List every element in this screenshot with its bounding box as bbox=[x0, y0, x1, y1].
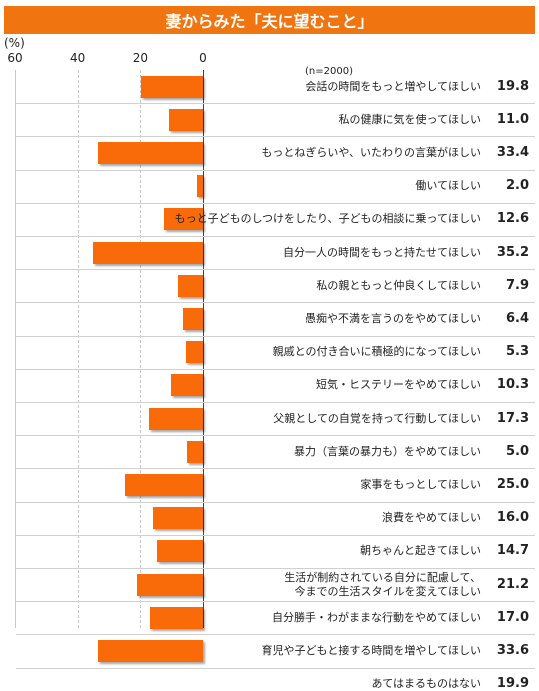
category-label: 自分一人の時間をもっと持たせてほしい bbox=[283, 245, 481, 259]
category-label: 暴力（言葉の暴力も）をやめてほしい bbox=[294, 444, 481, 458]
row-separator bbox=[16, 435, 535, 437]
bar bbox=[168, 108, 203, 131]
value-label: 16.0 bbox=[496, 510, 529, 526]
row-separator bbox=[16, 236, 535, 237]
bar bbox=[178, 274, 203, 297]
row-separator bbox=[16, 601, 535, 603]
row-separator bbox=[16, 202, 535, 204]
category-label: 会話の時間をもっと増やしてほしい bbox=[305, 79, 481, 93]
bar bbox=[149, 606, 203, 629]
value-label: 12.6 bbox=[496, 211, 529, 227]
category-label: もっとねぎらいや、いたわりの言葉がほしい bbox=[261, 146, 481, 159]
bar bbox=[148, 407, 203, 430]
bar bbox=[92, 241, 203, 264]
gridline bbox=[15, 70, 17, 628]
value-label: 35.2 bbox=[496, 244, 529, 260]
category-label: 父親としての自覚を持って行動してほしい bbox=[273, 411, 481, 425]
value-label: 5.3 bbox=[505, 344, 529, 360]
value-label: 17.3 bbox=[496, 410, 529, 426]
bar bbox=[156, 540, 203, 563]
bar bbox=[97, 640, 203, 662]
value-label: 19.9 bbox=[496, 676, 529, 691]
row-separator bbox=[16, 634, 535, 636]
bar bbox=[124, 474, 203, 496]
category-label: 愚痴や不満を言うのをやめてほしい bbox=[305, 312, 481, 325]
bar bbox=[140, 75, 203, 98]
bar bbox=[170, 374, 203, 397]
value-label: 10.3 bbox=[496, 377, 529, 393]
bar bbox=[187, 440, 203, 463]
value-label: 7.9 bbox=[505, 277, 529, 293]
x-tick-label: 60 bbox=[7, 51, 23, 65]
bar bbox=[182, 308, 203, 330]
unit-label: (%) bbox=[4, 36, 25, 50]
row-separator bbox=[16, 335, 535, 337]
row-separator bbox=[16, 402, 535, 403]
category-label: 朝ちゃんと起きてほしい bbox=[360, 544, 481, 558]
category-label: 家事をもっとしてほしい bbox=[360, 478, 481, 491]
x-tick-label: 40 bbox=[70, 51, 86, 65]
zero-axis-line bbox=[203, 70, 204, 628]
category-label: 短気・ヒステリーをやめてほしい bbox=[316, 378, 481, 392]
gridline bbox=[140, 70, 142, 628]
chart-title: 妻からみた「夫に望むこと」 bbox=[4, 6, 535, 34]
category-label: 親戚との付き合いに積極的になってほしい bbox=[272, 345, 481, 359]
row-separator bbox=[16, 568, 535, 569]
bar bbox=[186, 341, 203, 364]
category-label: 浪費をやめてほしい bbox=[382, 511, 481, 525]
row-separator bbox=[16, 534, 535, 536]
x-tick-label: 0 bbox=[199, 51, 207, 65]
row-separator bbox=[16, 302, 535, 304]
category-label: 自分勝手・わがままな行動をやめてほしい bbox=[272, 610, 481, 624]
row-separator bbox=[16, 468, 535, 470]
row-separator bbox=[16, 501, 535, 503]
bar bbox=[98, 142, 203, 164]
category-label: あてはまるものはない bbox=[371, 677, 481, 691]
x-tick-label: 20 bbox=[132, 51, 148, 65]
value-label: 5.0 bbox=[505, 443, 529, 459]
category-label: 育児や子どもと接する時間を増やしてほしい bbox=[261, 644, 481, 657]
bar bbox=[152, 507, 203, 530]
value-label: 25.0 bbox=[496, 477, 529, 492]
bar bbox=[163, 208, 203, 231]
category-label: 働いてほしい bbox=[415, 179, 481, 193]
row-separator bbox=[16, 103, 535, 105]
value-label: 2.0 bbox=[505, 178, 529, 194]
category-label: 私の健康に気を使ってほしい bbox=[338, 112, 481, 126]
sample-size-label: (n=2000) bbox=[305, 66, 353, 77]
row-separator bbox=[16, 169, 535, 171]
bar bbox=[136, 573, 203, 596]
row-separator bbox=[16, 667, 535, 669]
value-label: 33.4 bbox=[496, 145, 529, 160]
value-label: 19.8 bbox=[496, 78, 529, 94]
value-label: 14.7 bbox=[496, 543, 529, 559]
value-label: 6.4 bbox=[505, 311, 529, 326]
row-separator bbox=[16, 368, 535, 370]
row-separator bbox=[16, 269, 535, 271]
value-label: 21.2 bbox=[496, 576, 529, 592]
value-label: 11.0 bbox=[496, 111, 529, 127]
category-label: もっと子どものしつけをしたり、子どもの相談に乗ってほしい bbox=[174, 212, 481, 226]
gridline bbox=[77, 70, 79, 628]
category-label: 生活が制約されている自分に配慮して、 今までの生活スタイルを変えてほしい bbox=[284, 570, 481, 598]
value-label: 33.6 bbox=[496, 643, 529, 658]
row-separator bbox=[16, 136, 535, 138]
category-label: 私の親ともっと仲良くしてほしい bbox=[316, 278, 481, 292]
bar bbox=[196, 175, 203, 198]
value-label: 17.0 bbox=[496, 609, 529, 625]
chart-container: 妻からみた「夫に望むこと」 (%) (n=2000) 60 40 20 0 会話の時間を… bbox=[4, 6, 535, 691]
